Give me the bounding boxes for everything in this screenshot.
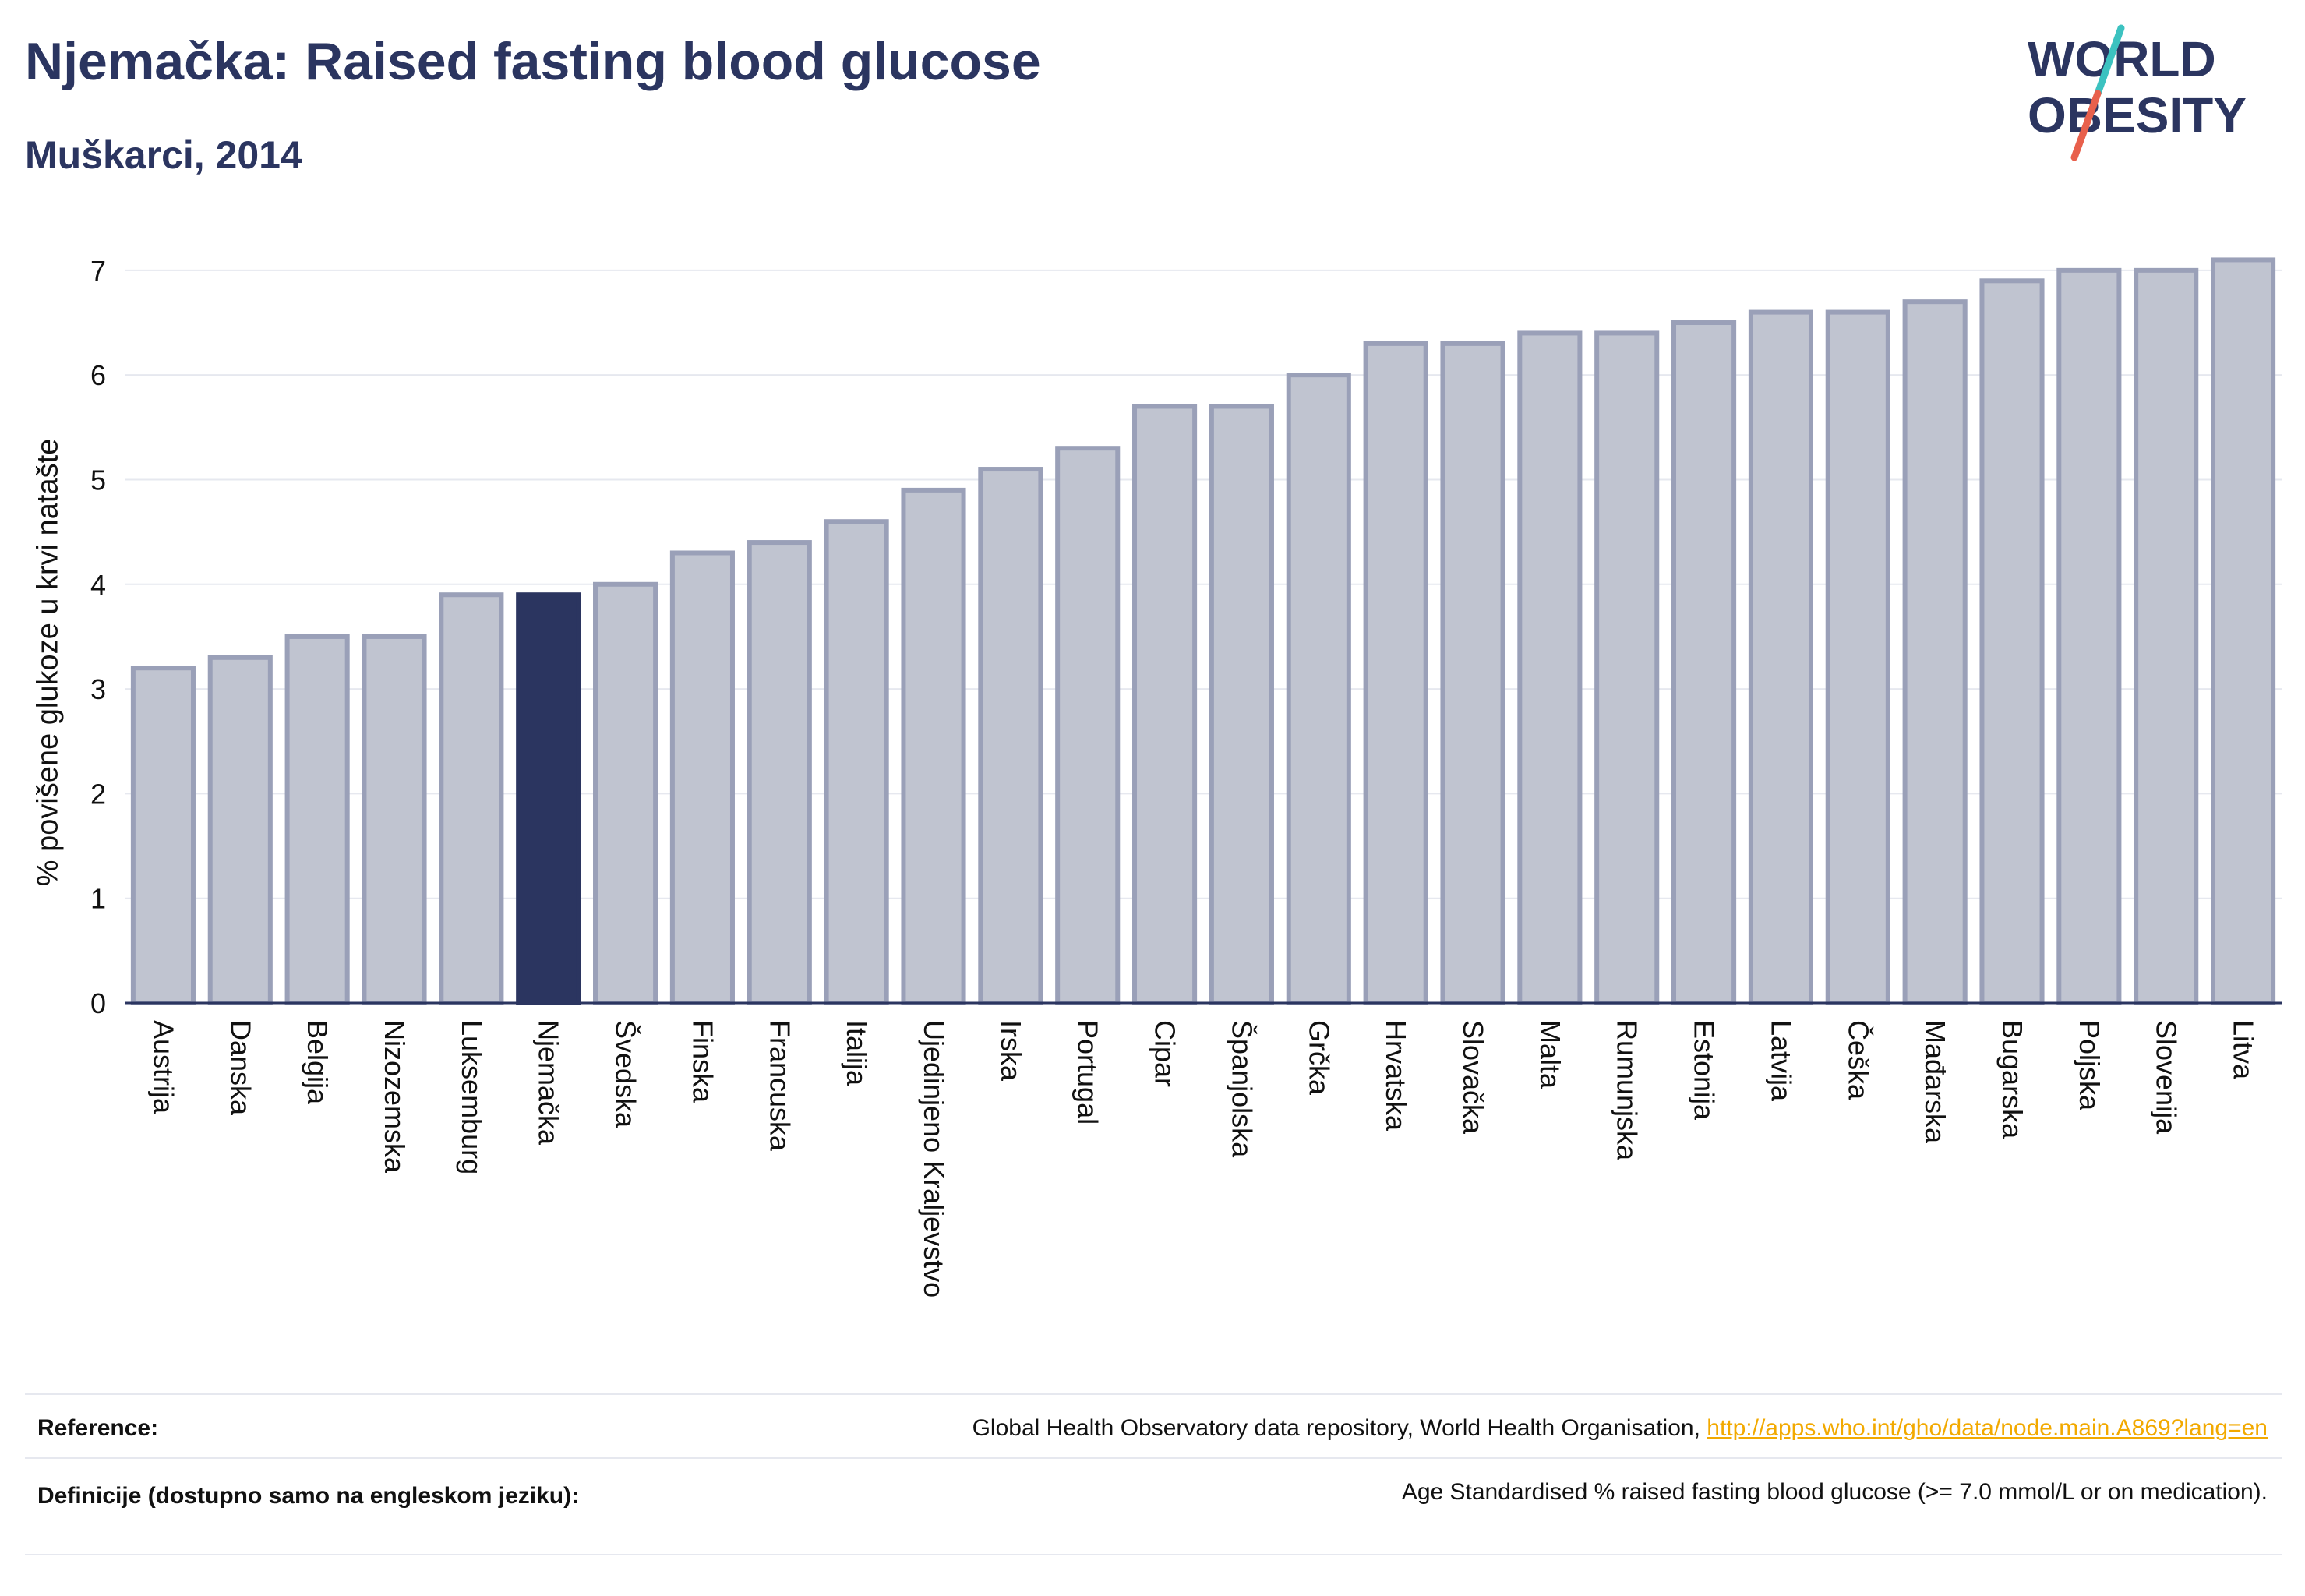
x-tick-label: Poljska <box>2074 1020 2106 1111</box>
x-tick-label: Švedska <box>610 1020 642 1128</box>
x-tick-label: Irska <box>995 1020 1027 1082</box>
y-tick-label: 1 <box>90 883 106 915</box>
x-tick-label: Francuska <box>764 1020 796 1152</box>
x-tick-label: Belgija <box>302 1020 334 1105</box>
x-tick-label: Bugarska <box>1996 1020 2028 1139</box>
bar <box>207 655 273 1006</box>
x-tick-label: Latvija <box>1765 1020 1797 1102</box>
bar <box>1055 446 1121 1005</box>
bar <box>284 634 350 1005</box>
bar <box>1979 278 2045 1005</box>
bar-chart: 0 1 2 3 4 5 6 7 Austrija Danska Belgija Nizozemska L… <box>90 255 2282 1298</box>
definition-text: Age Standardised % raised fasting blood … <box>1401 1479 2268 1505</box>
bar <box>1286 373 1351 1005</box>
bar <box>362 634 427 1005</box>
bar <box>2134 267 2199 1006</box>
x-tick-label: Danska <box>224 1020 256 1116</box>
bar <box>1671 320 1737 1005</box>
bar <box>1825 309 1890 1006</box>
x-tick-label: Estonija <box>1689 1020 1721 1121</box>
reference-text: Global Health Observatory data repositor… <box>972 1415 2268 1442</box>
chart-subtitle: Muškarci, 2014 <box>25 133 302 177</box>
x-tick-label: Grčka <box>1303 1020 1335 1096</box>
bar <box>1363 341 1428 1005</box>
logo-slash-top <box>2094 24 2125 97</box>
bar <box>978 467 1043 1005</box>
bar <box>901 487 966 1005</box>
x-tick-label: Slovenija <box>2151 1020 2183 1135</box>
x-tick-label: Malta <box>1534 1020 1566 1089</box>
x-tick-label: Italija <box>841 1020 873 1086</box>
bar <box>1440 341 1505 1005</box>
footer-divider <box>25 1457 2282 1459</box>
x-tick-label: Mađarska <box>1919 1020 1951 1144</box>
bar <box>2056 267 2122 1006</box>
reference-source: Global Health Observatory data repositor… <box>972 1415 1707 1441</box>
bar <box>669 550 735 1005</box>
reference-label: Reference: <box>37 1415 159 1441</box>
footer-divider <box>25 1393 2282 1395</box>
y-tick-label: 2 <box>90 778 106 810</box>
y-tick-label: 6 <box>90 359 106 391</box>
bar <box>1209 404 1274 1005</box>
logo-text-obesity: OBESITY <box>2028 87 2247 143</box>
y-tick-label: 0 <box>90 987 106 1019</box>
y-tick-label: 4 <box>90 569 106 601</box>
x-tick-label: Nizozemska <box>379 1020 411 1174</box>
bar <box>824 519 889 1005</box>
x-tick-label: Njemačka <box>533 1020 565 1146</box>
bar <box>2211 257 2276 1005</box>
x-tick-label: Portugal <box>1072 1020 1104 1125</box>
chart-title: Njemačka: Raised fasting blood glucose <box>25 32 1041 91</box>
x-tick-label: Finska <box>687 1020 718 1103</box>
reference-link[interactable]: http://apps.who.int/gho/data/node.main.A… <box>1707 1415 2268 1441</box>
definition-label: Definicije (dostupno samo na engleskom j… <box>37 1483 580 1509</box>
y-tick-label: 5 <box>90 464 106 496</box>
x-tick-label: Rumunjska <box>1611 1020 1643 1161</box>
x-tick-label: Cipar <box>1149 1020 1181 1087</box>
x-tick-label: Hrvatska <box>1380 1020 1412 1132</box>
y-tick-label: 3 <box>90 673 106 705</box>
x-tick-label: Austrija <box>147 1020 179 1114</box>
bar <box>1594 330 1660 1005</box>
footer-divider <box>25 1554 2282 1555</box>
y-tick-label: 7 <box>90 255 106 287</box>
x-tick-label: Češka <box>1842 1020 1874 1100</box>
logo-slash-bottom <box>2070 90 2102 161</box>
bar <box>747 540 812 1005</box>
x-tick-label: Ujedinjeno Kraljevstvo <box>918 1020 950 1298</box>
x-tick-label: Litva <box>2228 1020 2260 1080</box>
bar <box>439 592 504 1005</box>
x-tick-label: Luksemburg <box>456 1020 488 1174</box>
bar <box>1748 309 1813 1006</box>
bar <box>1132 404 1198 1005</box>
bar <box>130 666 196 1005</box>
bar <box>1517 330 1583 1005</box>
logo-text-world: WORLD <box>2028 31 2216 87</box>
x-tick-label: Slovačka <box>1457 1020 1489 1135</box>
x-tick-label: Španjolska <box>1226 1020 1258 1158</box>
bar <box>593 581 658 1005</box>
bar <box>1902 299 1968 1005</box>
world-obesity-logo: WORLD OBESITY <box>2028 24 2247 161</box>
bar <box>516 592 581 1005</box>
